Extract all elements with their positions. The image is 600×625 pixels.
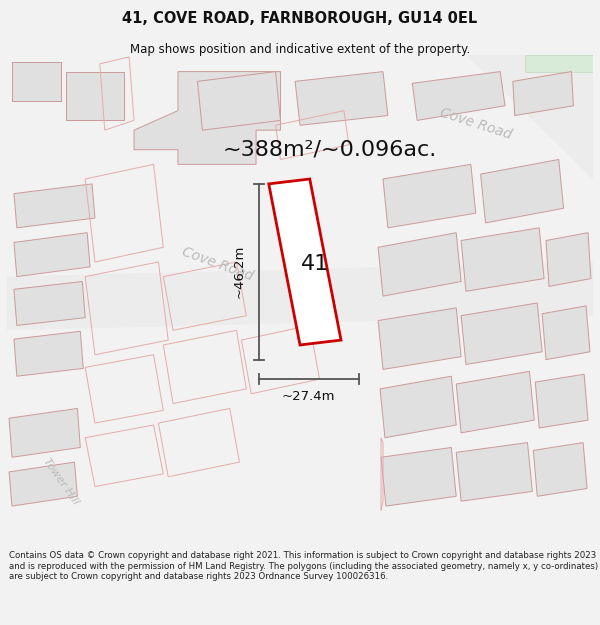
Polygon shape <box>12 62 61 101</box>
Text: ~27.4m: ~27.4m <box>282 390 335 403</box>
Polygon shape <box>412 72 505 121</box>
Text: 41: 41 <box>301 254 329 274</box>
Polygon shape <box>533 442 587 496</box>
Polygon shape <box>481 159 563 223</box>
Polygon shape <box>14 184 95 228</box>
Polygon shape <box>269 179 341 345</box>
Polygon shape <box>542 306 590 359</box>
Polygon shape <box>9 462 77 506</box>
Text: ~388m²/~0.096ac.: ~388m²/~0.096ac. <box>222 140 436 160</box>
Polygon shape <box>378 308 461 369</box>
Polygon shape <box>14 331 83 376</box>
Polygon shape <box>14 281 85 326</box>
Polygon shape <box>456 371 535 433</box>
Text: ~46.2m: ~46.2m <box>233 245 246 298</box>
Text: Cove Road: Cove Road <box>438 105 514 141</box>
Polygon shape <box>300 55 593 179</box>
Polygon shape <box>134 72 280 164</box>
Polygon shape <box>380 376 456 438</box>
Text: Contains OS data © Crown copyright and database right 2021. This information is : Contains OS data © Crown copyright and d… <box>9 551 598 581</box>
Polygon shape <box>295 72 388 125</box>
Polygon shape <box>546 232 591 286</box>
Polygon shape <box>461 303 542 364</box>
Polygon shape <box>456 442 532 501</box>
Polygon shape <box>381 448 456 506</box>
Polygon shape <box>9 408 80 458</box>
Polygon shape <box>378 232 461 296</box>
Text: 41, COVE ROAD, FARNBOROUGH, GU14 0EL: 41, COVE ROAD, FARNBOROUGH, GU14 0EL <box>122 11 478 26</box>
Text: Cove Road: Cove Road <box>179 244 254 283</box>
Polygon shape <box>65 72 124 121</box>
Polygon shape <box>197 72 280 130</box>
Text: Tower Hill: Tower Hill <box>41 457 80 507</box>
Polygon shape <box>535 374 588 428</box>
Polygon shape <box>14 232 90 277</box>
Polygon shape <box>383 164 476 228</box>
Polygon shape <box>461 228 544 291</box>
Polygon shape <box>524 55 593 72</box>
Polygon shape <box>7 262 593 331</box>
Text: Map shows position and indicative extent of the property.: Map shows position and indicative extent… <box>130 43 470 56</box>
Polygon shape <box>513 72 574 116</box>
